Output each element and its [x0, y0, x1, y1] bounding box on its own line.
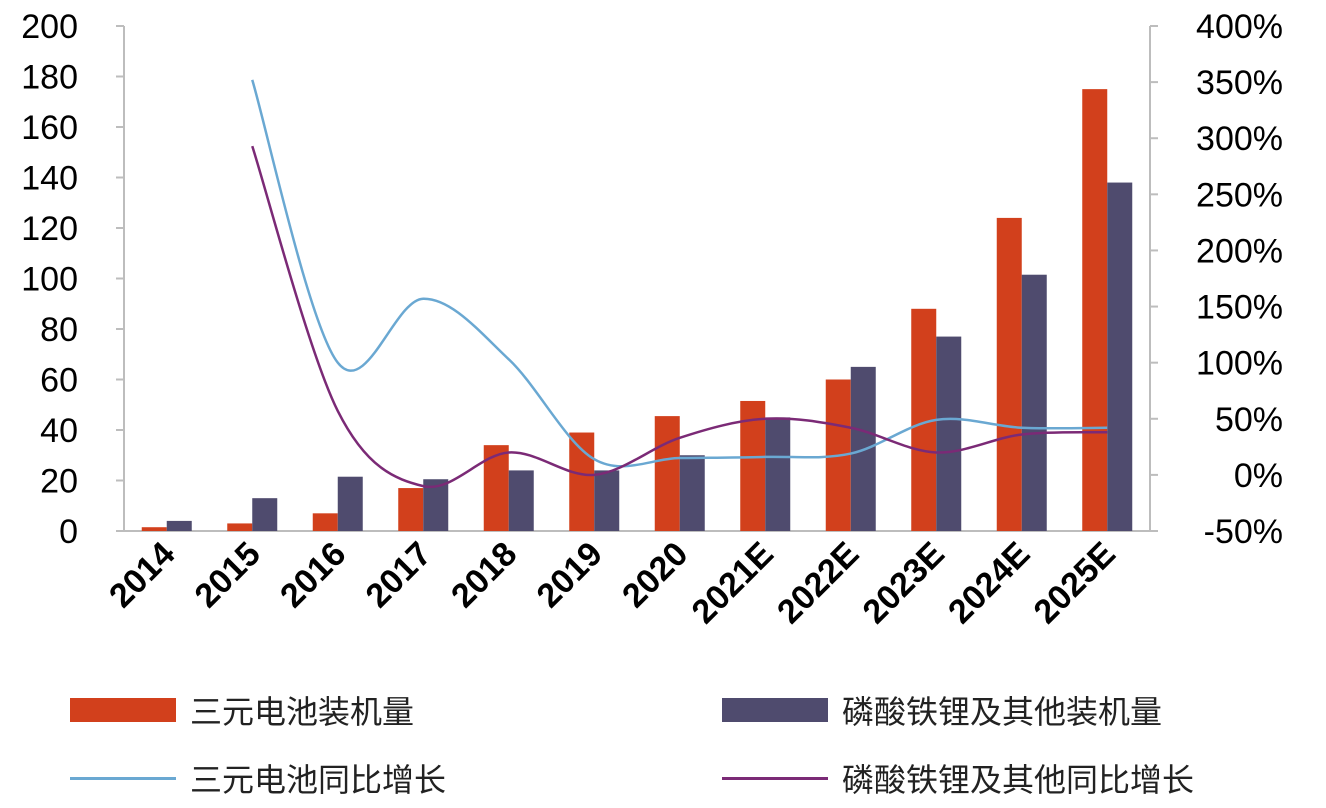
bar-lfp	[252, 498, 278, 531]
legend-item-ternary-bar: 三元电池装机量	[70, 680, 414, 740]
legend-swatch-lfp-line	[722, 776, 828, 780]
bar-ternary	[1082, 89, 1108, 531]
left-tick-label: 100	[21, 261, 78, 299]
legend-label-ternary-bar: 三元电池装机量	[190, 693, 415, 731]
bar-ternary	[227, 523, 253, 531]
right-tick-label: 400%	[1196, 8, 1283, 46]
right-tick-label: -50%	[1204, 513, 1283, 551]
line-ternary-growth	[251, 79, 1108, 468]
legend-label-lfp-bar: 磷酸铁锂及其他装机量	[842, 693, 1163, 731]
legend-item-ternary-line: 三元电池同比增长	[70, 748, 446, 808]
left-tick-label: 40	[40, 412, 78, 450]
legend-label-ternary-line: 三元电池同比增长	[190, 761, 447, 799]
x-tick-label: 2016	[273, 535, 353, 615]
left-tick-label: 160	[21, 109, 78, 147]
bar-lfp	[166, 520, 192, 531]
left-tick-label: 20	[40, 463, 78, 501]
right-tick-label: 0%	[1234, 457, 1283, 495]
left-axis-ticks: 0 20 40 60 80 100 120 140 160 180 200	[21, 8, 124, 551]
x-tick-label: 2014	[102, 535, 182, 615]
lines	[251, 79, 1108, 489]
bar-ternary	[312, 513, 338, 531]
bar-ternary	[996, 217, 1022, 531]
bar-lfp	[508, 470, 534, 531]
bar-ternary	[569, 432, 595, 531]
bar-ternary	[141, 527, 167, 531]
x-tick-label: 2023E	[856, 535, 952, 631]
x-tick-label: 2020	[615, 535, 695, 615]
left-tick-label: 200	[21, 8, 78, 46]
x-tick-label: 2019	[530, 535, 610, 615]
left-tick-label: 140	[21, 160, 78, 198]
bar-lfp	[679, 455, 705, 531]
bar-lfp	[1107, 182, 1133, 532]
right-tick-label: 200%	[1196, 232, 1283, 270]
x-tick-label: 2015	[188, 535, 268, 615]
legend-swatch-ternary-line	[70, 776, 176, 780]
right-tick-label: 100%	[1196, 345, 1283, 383]
bar-ternary	[740, 400, 766, 531]
legend-swatch-ternary-bar	[70, 698, 176, 722]
x-tick-label: 2021E	[685, 535, 781, 631]
bar-lfp	[1021, 274, 1047, 531]
x-axis-ticks: 2014 2015 2016 2017 2018 2019 20202021E2022E20…	[102, 535, 1123, 631]
line-lfp-growth	[251, 145, 1108, 489]
left-tick-label: 0	[59, 513, 78, 551]
x-tick-label: 2025E	[1027, 535, 1123, 631]
left-tick-label: 120	[21, 210, 78, 248]
legend: 三元电池装机量 磷酸铁锂及其他装机量 三元电池同比增长 磷酸铁锂及其他同比增长	[0, 660, 1326, 804]
legend-item-lfp-line: 磷酸铁锂及其他同比增长	[722, 748, 1194, 808]
left-tick-label: 60	[40, 362, 78, 400]
x-tick-label: 2017	[359, 535, 439, 615]
right-tick-label: 300%	[1196, 120, 1283, 158]
x-tick-label: 2022E	[770, 535, 866, 631]
left-tick-label: 180	[21, 59, 78, 97]
legend-item-lfp-bar: 磷酸铁锂及其他装机量	[722, 680, 1162, 740]
right-axis-ticks: -50% 0% 50% 100% 150% 200% 250% 300% 350% 400%	[1150, 8, 1283, 551]
bar-lfp	[337, 476, 363, 531]
right-tick-label: 250%	[1196, 176, 1283, 214]
bar-lfp	[936, 336, 962, 531]
right-tick-label: 350%	[1196, 64, 1283, 102]
bar-lfp	[765, 417, 791, 531]
legend-swatch-lfp-bar	[722, 698, 828, 722]
x-tick-label: 2024E	[941, 535, 1037, 631]
x-tick-label: 2018	[444, 535, 524, 615]
legend-label-lfp-line: 磷酸铁锂及其他同比增长	[842, 761, 1195, 799]
bar-lfp	[594, 470, 620, 531]
right-tick-label: 50%	[1215, 401, 1283, 439]
chart: 0 20 40 60 80 100 120 140 160 180 200 -50% 0% 50% 100…	[21, 8, 1283, 631]
right-tick-label: 150%	[1196, 289, 1283, 327]
bar-ternary	[654, 416, 680, 531]
left-tick-label: 80	[40, 311, 78, 349]
bar-ternary	[398, 488, 424, 531]
